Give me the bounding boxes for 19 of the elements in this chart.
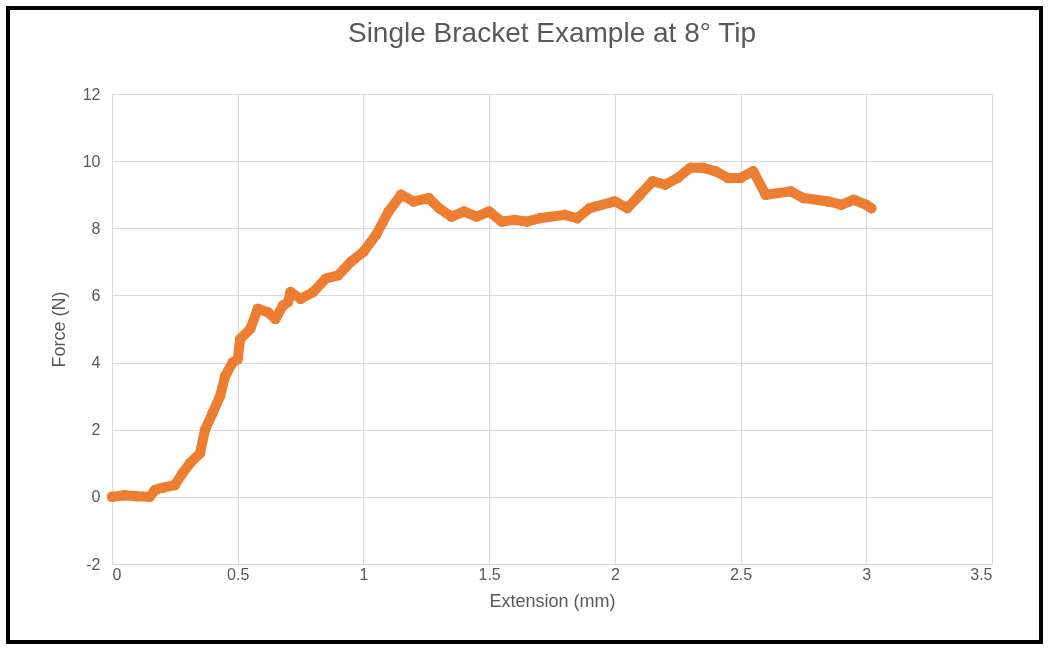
y-tick-label: 12 [82,85,101,103]
y-tick-label: 4 [91,354,101,372]
x-tick-label: 1 [359,565,369,583]
x-tick-label: 2.5 [729,565,753,583]
y-tick-label: 0 [91,488,101,506]
x-tick-label: 0 [112,565,122,583]
x-axis-title: Extension (mm) [489,590,616,611]
x-tick-label: 0.5 [227,565,250,583]
x-tick-label: 2 [610,565,620,583]
y-tick-label: 8 [91,219,101,237]
x-tick-label: 3.5 [970,565,993,583]
y-tick-label: 6 [91,286,101,304]
y-axis-title: Force (N) [48,291,69,368]
y-tick-label: -2 [86,555,101,573]
y-tick-label: 2 [91,421,101,439]
y-tick-label: 10 [82,152,101,170]
chart-title: Single Bracket Example at 8° Tip [347,17,757,48]
x-tick-label: 1.5 [478,565,501,583]
x-tick-label: 3 [862,565,872,583]
